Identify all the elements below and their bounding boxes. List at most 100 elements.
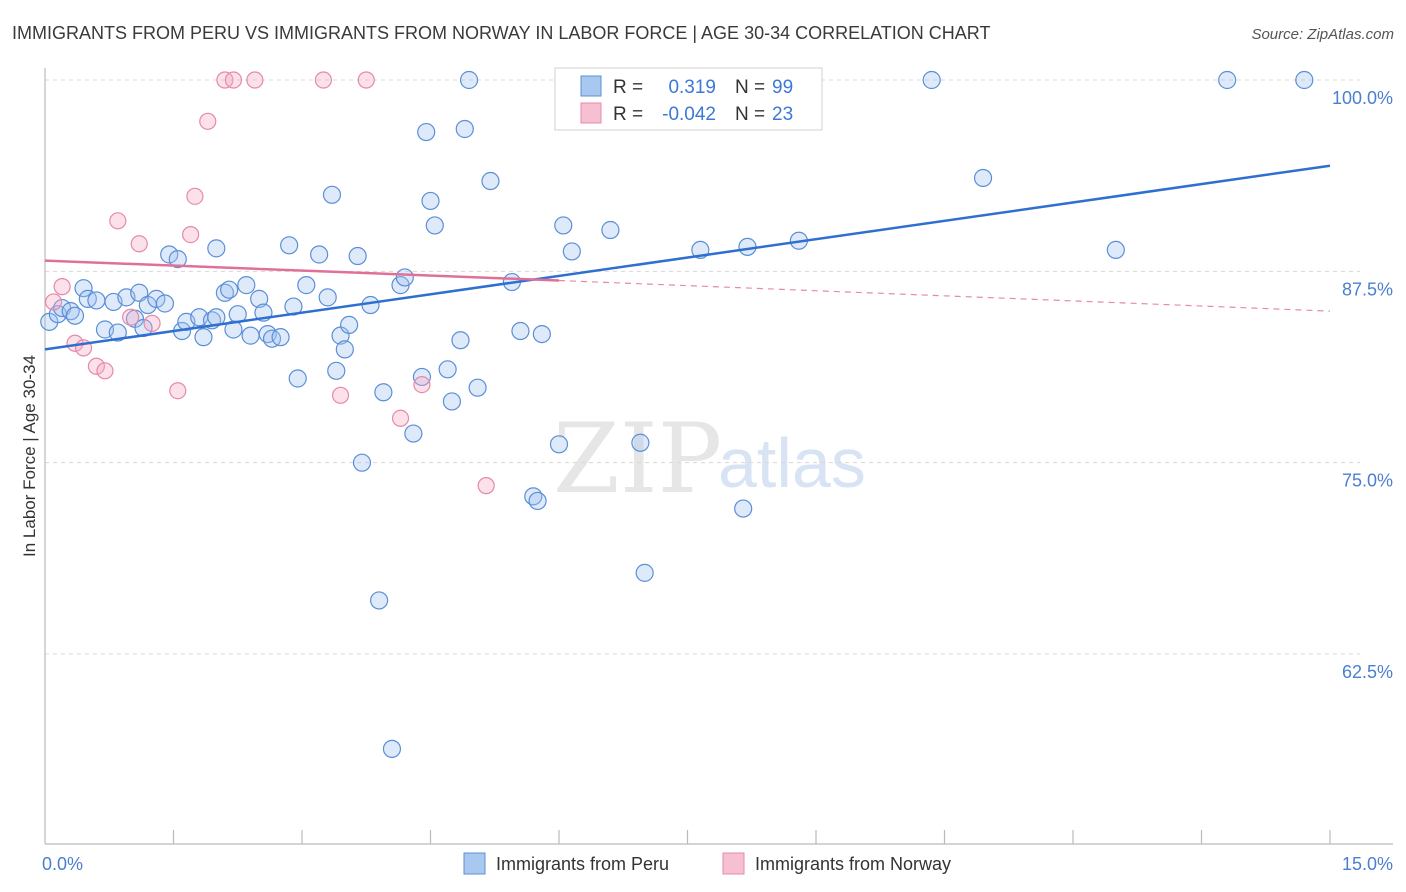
legend-r-label-norway: R =	[613, 104, 643, 125]
legend-r-value-peru: 0.319	[668, 77, 716, 98]
point-peru-47	[335, 340, 354, 359]
point-norway-8	[130, 235, 148, 253]
point-norway-0	[44, 293, 63, 311]
point-peru-37	[271, 328, 290, 347]
point-peru-17	[155, 294, 175, 313]
point-peru-10	[108, 323, 127, 342]
point-peru-62	[438, 360, 457, 379]
point-peru-5	[74, 279, 93, 298]
y-tick-label-0: 100.0%	[1332, 88, 1393, 108]
bottom-legend-swatch-norway	[722, 852, 745, 875]
point-norway-17	[314, 71, 333, 89]
point-peru-60	[421, 191, 440, 211]
point-peru-88	[922, 70, 941, 90]
point-peru-23	[194, 328, 213, 347]
legend-n-label-norway: N =	[735, 104, 765, 125]
legend-r-value-norway: -0.042	[662, 104, 716, 125]
point-peru-26	[207, 239, 226, 258]
point-peru-63	[442, 392, 462, 411]
point-peru-59	[417, 122, 436, 142]
y-tick-label-3: 62.5%	[1342, 662, 1393, 682]
point-peru-50	[352, 453, 372, 472]
point-norway-7	[122, 308, 140, 326]
y-tick-label-2: 75.0%	[1342, 471, 1393, 491]
trend-lines	[44, 164, 1331, 351]
point-norway-10	[169, 382, 187, 400]
trend-line-norway-extension	[558, 279, 1331, 312]
point-norway-13	[199, 112, 217, 130]
point-peru-56	[395, 268, 414, 287]
point-norway-11	[182, 225, 200, 244]
point-peru-74	[549, 435, 569, 454]
point-peru-91	[1218, 70, 1237, 90]
point-peru-4	[65, 306, 85, 325]
point-norway-20	[391, 409, 410, 427]
point-peru-54	[382, 739, 402, 759]
point-peru-73	[532, 324, 551, 344]
point-peru-84	[734, 499, 753, 518]
point-peru-80	[635, 563, 654, 582]
legend-r-label-peru: R =	[613, 77, 643, 98]
point-peru-77	[601, 220, 620, 240]
y-tick-label-1: 87.5%	[1342, 279, 1393, 299]
point-peru-89	[973, 168, 993, 188]
point-peru-66	[459, 70, 479, 90]
point-peru-76	[562, 242, 581, 261]
point-peru-33	[250, 289, 269, 308]
series-norway-points	[44, 71, 495, 495]
point-norway-18	[331, 386, 350, 404]
x-tick-label-0: 0.0%	[42, 854, 83, 874]
x-tick-marks	[172, 830, 1331, 844]
trend-line-peru	[44, 164, 1331, 351]
point-peru-41	[297, 276, 316, 295]
point-peru-38	[280, 236, 299, 255]
point-peru-48	[340, 315, 359, 335]
point-norway-9	[143, 314, 161, 332]
point-peru-68	[481, 171, 500, 191]
chart-source: Source: ZipAtlas.com	[1251, 26, 1394, 43]
point-peru-42	[310, 245, 329, 264]
point-peru-53	[374, 383, 393, 402]
chart-title: IMMIGRANTS FROM PERU VS IMMIGRANTS FROM …	[12, 23, 990, 43]
point-peru-49	[348, 246, 367, 266]
legend-bottom: Immigrants from Peru Immigrants from Nor…	[463, 852, 951, 875]
point-norway-4	[87, 357, 106, 375]
point-norway-16	[246, 71, 264, 89]
point-peru-7	[87, 291, 106, 310]
point-norway-6	[109, 212, 127, 230]
legend-n-value-peru: 99	[772, 77, 793, 98]
point-peru-75	[554, 216, 573, 235]
point-peru-31	[237, 276, 256, 295]
bottom-legend-label-norway: Immigrants from Norway	[755, 854, 951, 874]
point-peru-79	[631, 433, 650, 452]
point-peru-52	[370, 591, 389, 610]
point-norway-22	[477, 477, 495, 495]
point-peru-32	[241, 326, 260, 345]
point-peru-43	[318, 288, 337, 307]
point-peru-92	[1295, 70, 1314, 90]
point-peru-64	[451, 331, 470, 350]
point-peru-45	[327, 361, 346, 380]
point-norway-19	[357, 71, 375, 89]
point-peru-57	[404, 424, 423, 443]
axes	[44, 68, 1393, 845]
point-norway-21	[413, 376, 431, 394]
point-peru-90	[1106, 240, 1125, 260]
y-tick-labels: 100.0% 87.5% 75.0% 62.5%	[1332, 88, 1393, 682]
point-peru-72	[528, 491, 547, 511]
point-peru-44	[322, 185, 342, 204]
point-peru-19	[168, 249, 187, 269]
point-peru-61	[425, 216, 444, 235]
legend-swatch-norway	[580, 102, 602, 124]
legend-top: R = 0.319 N = 99 R = -0.042 N = 23	[554, 67, 823, 131]
x-tick-label-1: 15.0%	[1342, 854, 1393, 874]
point-norway-5	[96, 362, 114, 380]
bottom-legend-swatch-peru	[463, 852, 486, 875]
point-norway-12	[186, 187, 204, 205]
point-peru-51	[361, 295, 380, 315]
point-peru-40	[288, 369, 307, 388]
grid-lines	[45, 79, 1360, 655]
watermark-zip: ZIP	[553, 403, 722, 515]
point-peru-70	[511, 321, 530, 341]
